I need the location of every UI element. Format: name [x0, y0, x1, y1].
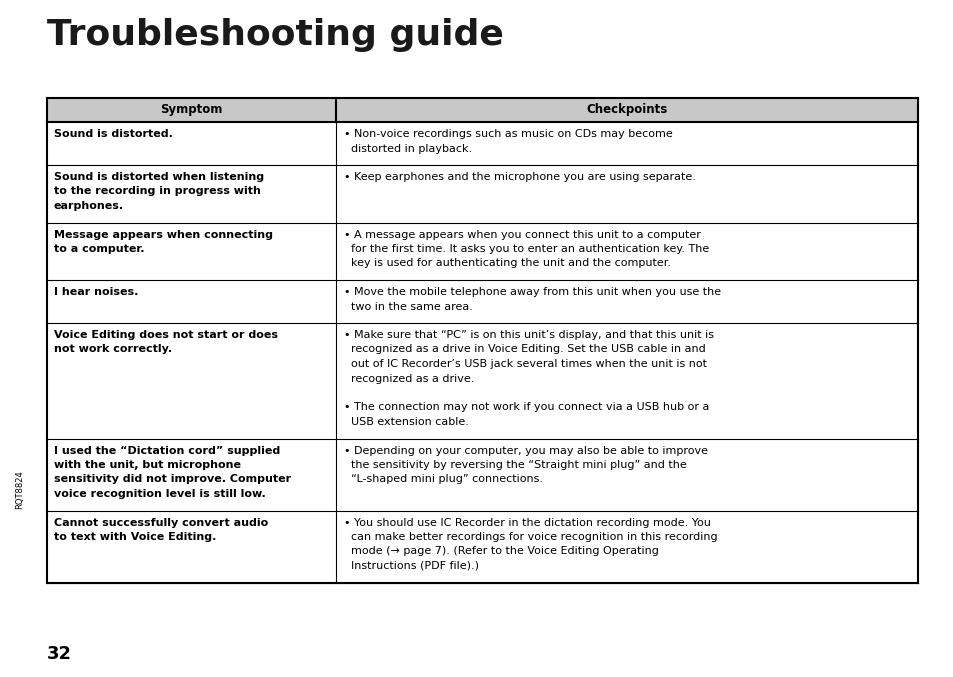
Text: Cannot successfully convert audio: Cannot successfully convert audio [54, 517, 268, 527]
Text: I used the “Dictation cord” supplied: I used the “Dictation cord” supplied [54, 445, 280, 456]
Bar [47, 223, 917, 280]
Text: Message appears when connecting: Message appears when connecting [54, 230, 273, 240]
Text: out of IC Recorder’s USB jack several times when the unit is not: out of IC Recorder’s USB jack several ti… [344, 359, 706, 369]
Text: to text with Voice Editing.: to text with Voice Editing. [54, 532, 216, 542]
Text: USB extension cable.: USB extension cable. [344, 417, 468, 427]
Text: • A message appears when you connect this unit to a computer: • A message appears when you connect thi… [344, 230, 700, 240]
Text: 32: 32 [47, 645, 71, 663]
Text: • The connection may not work if you connect via a USB hub or a: • The connection may not work if you con… [344, 403, 709, 412]
Text: sensitivity did not improve. Computer: sensitivity did not improve. Computer [54, 475, 291, 485]
Bar [47, 280, 917, 323]
Text: can make better recordings for voice recognition in this recording: can make better recordings for voice rec… [344, 532, 717, 542]
Text: distorted in playback.: distorted in playback. [344, 144, 472, 154]
Text: recognized as a drive.: recognized as a drive. [344, 374, 474, 383]
Text: for the first time. It asks you to enter an authentication key. The: for the first time. It asks you to enter… [344, 244, 708, 254]
Text: the sensitivity by reversing the “Straight mini plug” and the: the sensitivity by reversing the “Straig… [344, 460, 686, 470]
Text: • Make sure that “PC” is on this unit’s display, and that this unit is: • Make sure that “PC” is on this unit’s … [344, 330, 713, 340]
Text: Checkpoints: Checkpoints [586, 104, 667, 116]
Text: key is used for authenticating the unit and the computer.: key is used for authenticating the unit … [344, 259, 670, 269]
Text: mode (→ page 7). (Refer to the Voice Editing Operating: mode (→ page 7). (Refer to the Voice Edi… [344, 546, 659, 556]
Bar [47, 165, 917, 223]
Bar [47, 98, 917, 122]
Text: I hear noises.: I hear noises. [54, 287, 138, 297]
Bar [47, 323, 917, 439]
Text: Sound is distorted.: Sound is distorted. [54, 129, 172, 139]
Bar [47, 439, 917, 510]
Text: Sound is distorted when listening: Sound is distorted when listening [54, 172, 264, 182]
Text: • Keep earphones and the microphone you are using separate.: • Keep earphones and the microphone you … [344, 172, 695, 182]
Text: not work correctly.: not work correctly. [54, 345, 172, 355]
Text: with the unit, but microphone: with the unit, but microphone [54, 460, 241, 470]
Text: RQT8824: RQT8824 [15, 471, 25, 509]
Text: • You should use IC Recorder in the dictation recording mode. You: • You should use IC Recorder in the dict… [344, 517, 710, 527]
Text: “L-shaped mini plug” connections.: “L-shaped mini plug” connections. [344, 475, 542, 485]
Text: Instructions (PDF file).): Instructions (PDF file).) [344, 561, 478, 571]
Bar [47, 510, 917, 582]
Text: earphones.: earphones. [54, 201, 124, 211]
Text: Troubleshooting guide: Troubleshooting guide [47, 18, 503, 52]
Text: • Non-voice recordings such as music on CDs may become: • Non-voice recordings such as music on … [344, 129, 672, 139]
Text: • Move the mobile telephone away from this unit when you use the: • Move the mobile telephone away from th… [344, 287, 720, 297]
Text: to the recording in progress with: to the recording in progress with [54, 186, 260, 196]
Text: recognized as a drive in Voice Editing. Set the USB cable in and: recognized as a drive in Voice Editing. … [344, 345, 705, 355]
Bar [47, 122, 917, 165]
Text: • Depending on your computer, you may also be able to improve: • Depending on your computer, you may al… [344, 445, 707, 456]
Text: Symptom: Symptom [160, 104, 222, 116]
Text: Voice Editing does not start or does: Voice Editing does not start or does [54, 330, 277, 340]
Text: two in the same area.: two in the same area. [344, 301, 473, 311]
Text: to a computer.: to a computer. [54, 244, 144, 254]
Text: voice recognition level is still low.: voice recognition level is still low. [54, 489, 266, 499]
